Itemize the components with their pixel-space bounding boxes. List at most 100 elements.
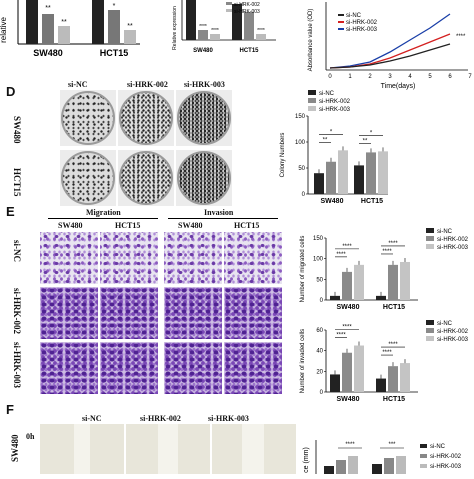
panel-e-sub-3: SW480 (178, 221, 203, 230)
legend-swatch (426, 336, 434, 341)
micro-mig-hct15-nc (100, 232, 158, 284)
growth-x-tick: 0 (328, 74, 332, 80)
invaded-chart: 0 20 40 60 Number of invaded cells SW480 HCT15… (298, 314, 474, 404)
growth-x-tick: 2 (368, 74, 372, 80)
panel-f-col-1: si-NC (82, 414, 102, 423)
bar (330, 374, 340, 392)
panel-f-col-3: si-HRK-003 (208, 414, 249, 423)
expr-star-3: **** (257, 28, 265, 34)
bar (366, 152, 376, 194)
growth-x-tick: 4 (408, 74, 412, 80)
panel-f-row-label: SW480 (10, 434, 20, 462)
bar (354, 345, 364, 392)
significance-label: ** (323, 137, 328, 143)
legend-swatch (308, 106, 316, 111)
legend-swatch (426, 328, 434, 333)
colony-plate-sw480-002 (118, 90, 174, 146)
legend-label: si-NC (437, 229, 453, 235)
x-category-label: SW480 (337, 304, 360, 311)
expr-group-1: SW480 (193, 48, 213, 54)
growth-x-tick: 1 (348, 74, 352, 80)
colony-plate-hct15-nc (60, 150, 116, 206)
growth-ylabel: Absorbance value (OD) (308, 9, 314, 72)
micro-mig-sw480-003 (40, 342, 98, 394)
micro-mig-sw480-002 (40, 287, 98, 339)
panel-d-col-3: si-HRK-003 (184, 80, 225, 89)
y-tick-label: 40 (316, 349, 323, 355)
panel-d-letter: D (6, 84, 16, 99)
micro-inv-hct15-nc (224, 232, 282, 284)
top-star-2: ** (61, 19, 67, 26)
growth-curve-chart: Absorbance value (OD) si-NC si-HRK-002 s… (300, 0, 474, 90)
bar (338, 150, 348, 194)
bar (376, 378, 386, 392)
growth-x-tick: 5 (428, 74, 432, 80)
expr-legend-2: si-HRK-003 (234, 9, 260, 15)
wound-star-1: **** (345, 442, 355, 448)
wound-legend-2: si-HRK-002 (430, 454, 462, 460)
legend-label: si-HRK-002 (437, 237, 469, 243)
micro-mig-sw480-nc (40, 232, 98, 284)
significance-label: **** (382, 350, 392, 356)
panel-e-row-3: si-HRK-003 (12, 342, 22, 388)
bar (388, 366, 398, 392)
y-tick-label: 150 (295, 114, 306, 120)
growth-legend-1: si-NC (346, 13, 362, 19)
panel-d-row-1: SW480 (12, 116, 22, 144)
bar (330, 295, 340, 300)
bar (376, 295, 386, 300)
legend-label: si-HRK-003 (437, 245, 469, 251)
bar (388, 264, 398, 300)
panel-d-col-2: si-HRK-002 (127, 80, 168, 89)
y-tick-label: 0 (302, 192, 306, 198)
x-category-label: HCT15 (361, 198, 383, 205)
wound-sw480-002-0h (126, 424, 210, 474)
colony-plate-sw480-003 (176, 90, 232, 146)
legend-label: si-NC (319, 91, 335, 97)
y-tick-label: 100 (313, 257, 324, 263)
bar (342, 352, 352, 392)
growth-legend-3: si-HRK-003 (346, 27, 378, 33)
colony-chart: 0 50 100 150 Colony Numbers SW480 HCT15 ** * ** * s… (278, 88, 448, 208)
bar (378, 151, 388, 194)
top-star-3: * (113, 3, 116, 10)
bar (400, 261, 410, 300)
migrated-chart: 0 50 100 150 Number of migrated cells SW480 HC… (298, 222, 474, 312)
y-axis-label: Number of migrated cells (300, 236, 306, 303)
micro-mig-hct15-003 (100, 342, 158, 394)
migration-underline (48, 218, 158, 219)
growth-x-tick: 3 (388, 74, 392, 80)
growth-xlabel: Time(days) (381, 83, 416, 90)
legend-swatch (426, 228, 434, 233)
micro-inv-sw480-003 (164, 342, 222, 394)
wound-legend-3: si-HRK-003 (430, 464, 462, 470)
micro-inv-sw480-002 (164, 287, 222, 339)
significance-label: **** (382, 249, 392, 255)
panel-e-sub-4: HCT15 (234, 221, 260, 230)
y-tick-label: 20 (316, 369, 323, 375)
expr-ylabel: Relative expression (172, 6, 178, 50)
top-group-1: SW480 (33, 48, 63, 58)
panel-e-invasion-header: Invasion (204, 208, 234, 217)
y-axis-label: Number of invaded cells (300, 329, 306, 393)
y-tick-label: 50 (316, 277, 323, 283)
significance-label: **** (342, 244, 352, 250)
bar (326, 161, 336, 194)
panel-d-row-2: HCT15 (12, 168, 22, 197)
panel-d-col-1: si-NC (68, 80, 88, 89)
significance-label: **** (388, 241, 398, 247)
bar (354, 165, 364, 194)
x-category-label: SW480 (321, 198, 344, 205)
legend-label: si-HRK-002 (319, 99, 351, 105)
y-tick-label: 0 (320, 298, 324, 304)
micro-inv-hct15-003 (224, 342, 282, 394)
legend-label: si-HRK-003 (319, 107, 351, 113)
wound-sw480-nc-0h (40, 424, 124, 474)
wound-star-2: *** (388, 442, 396, 448)
panel-e-row-2: si-HRK-002 (12, 288, 22, 334)
significance-label: **** (336, 252, 346, 258)
significance-label: * (370, 130, 373, 136)
growth-x-tick: 7 (468, 74, 472, 80)
panel-e-sub-1: SW480 (58, 221, 83, 230)
y-tick-label: 100 (295, 140, 306, 146)
